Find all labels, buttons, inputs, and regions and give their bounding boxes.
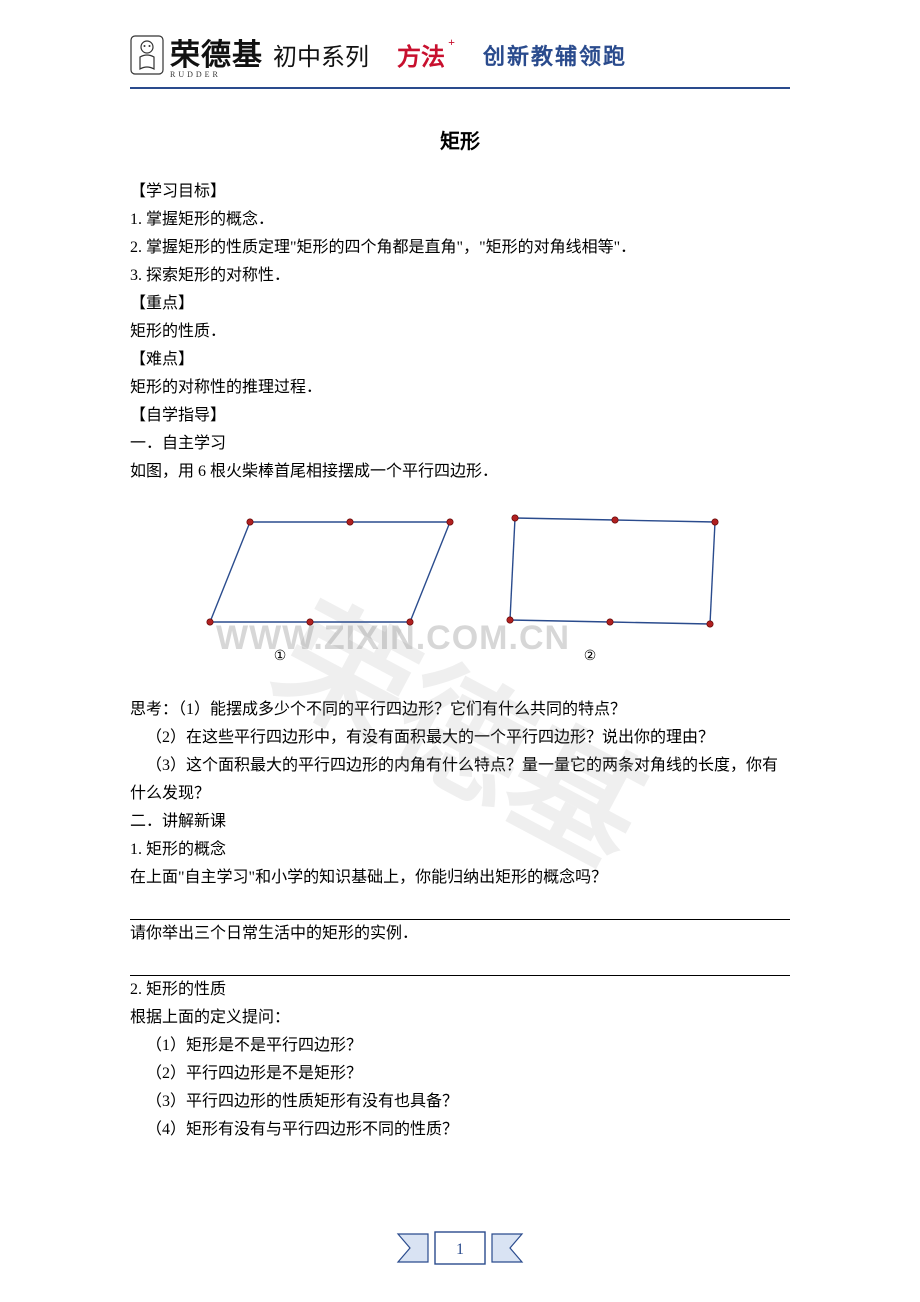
think-3: （3）这个面积最大的平行四边形的内角有什么特点？量一量它的两条对角线的长度，你有… [130, 752, 790, 808]
brand-logo: 荣德基 RUDDER [130, 30, 263, 79]
page-title: 矩形 [130, 125, 790, 154]
page-footer: 1 [0, 1228, 920, 1268]
think-1: （1）能摆成多少个不同的平行四边形？它们有什么共同的特点？ [178, 701, 626, 718]
matchstick-figure: WWW.ZIXIN.COM.CN ① ② [130, 492, 790, 672]
key-label: 【重点】 [130, 290, 790, 318]
brand-name-cn: 荣德基 [170, 30, 263, 74]
blank-line-2 [130, 950, 790, 976]
series-label: 初中系列 [273, 37, 369, 72]
difficulty-text: 矩形的对称性的推理过程． [130, 374, 790, 402]
lecture-2-intro: 根据上面的定义提问： [130, 1004, 790, 1032]
difficulty-label: 【难点】 [130, 346, 790, 374]
brand-name-en: RUDDER [170, 70, 221, 79]
svg-text:1: 1 [456, 1241, 464, 1258]
lecture-2-q2: （2）平行四边形是不是矩形？ [130, 1060, 790, 1088]
blank-line-1 [130, 894, 790, 920]
objective-1: 1. 掌握矩形的概念． [130, 206, 790, 234]
lecture-2-label: 2. 矩形的性质 [130, 976, 790, 1004]
lecture-1-label: 1. 矩形的概念 [130, 836, 790, 864]
think-line-1: 思考：（1）能摆成多少个不同的平行四边形？它们有什么共同的特点？ [130, 696, 790, 724]
lecture-2-q1: （1）矩形是不是平行四边形？ [130, 1032, 790, 1060]
lecture-1-prompt: 请你举出三个日常生活中的矩形的实例． [130, 920, 790, 948]
objective-3: 3. 探索矩形的对称性． [130, 262, 790, 290]
think-label: 思考： [130, 701, 178, 718]
lecture-2-q3: （3）平行四边形的性质矩形有没有也具备？ [130, 1088, 790, 1116]
slogan-label: 创新教辅领跑 [483, 39, 627, 71]
selfstudy-1: 一．自主学习 [130, 430, 790, 458]
footer-banner-icon: 1 [380, 1228, 540, 1268]
logo-icon [130, 35, 164, 75]
think-2: （2）在这些平行四边形中，有没有面积最大的一个平行四边形？说出你的理由？ [130, 724, 790, 752]
page-header: 荣德基 RUDDER 初中系列 方法 创新教辅领跑 [130, 30, 790, 89]
key-text: 矩形的性质． [130, 318, 790, 346]
lecture-2-q4: （4）矩形有没有与平行四边形不同的性质？ [130, 1116, 790, 1144]
svg-text:②: ② [584, 649, 597, 664]
objectives-label: 【学习目标】 [130, 178, 790, 206]
lecture-1-text: 在上面"自主学习"和小学的知识基础上，你能归纳出矩形的概念吗？ [130, 864, 790, 892]
method-label: 方法 [397, 37, 445, 72]
selfstudy-label: 【自学指导】 [130, 402, 790, 430]
body-content: 荣德基 【学习目标】 1. 掌握矩形的概念． 2. 掌握矩形的性质定理"矩形的四… [130, 178, 790, 1144]
svg-text:①: ① [274, 649, 287, 664]
lecture-label: 二．讲解新课 [130, 808, 790, 836]
selfstudy-intro: 如图，用 6 根火柴棒首尾相接摆成一个平行四边形． [130, 458, 790, 486]
objective-2: 2. 掌握矩形的性质定理"矩形的四个角都是直角"，"矩形的对角线相等"． [130, 234, 790, 262]
